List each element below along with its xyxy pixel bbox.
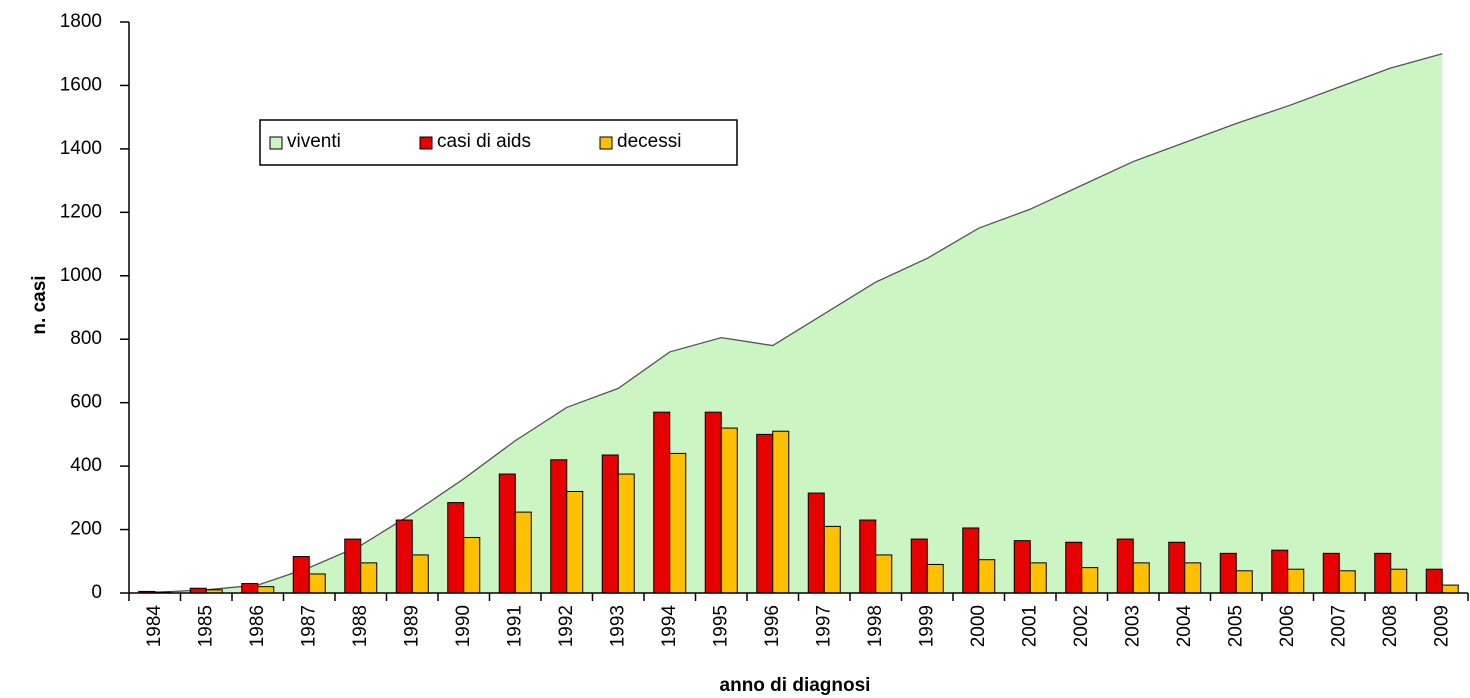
bar xyxy=(1271,549,1289,594)
x-tick-label: 1992 xyxy=(556,605,577,647)
bar xyxy=(498,473,516,594)
x-tick-label: 1986 xyxy=(247,605,268,647)
bar xyxy=(360,562,378,594)
legend-label: decessi xyxy=(617,131,681,152)
y-axis-title: n. casi xyxy=(29,275,50,334)
bar xyxy=(978,559,996,594)
x-tick-label: 2000 xyxy=(968,605,989,647)
y-tick-label: 400 xyxy=(70,455,102,476)
y-tick-label: 1400 xyxy=(60,138,102,159)
bar xyxy=(1374,552,1392,594)
x-tick-label: 2008 xyxy=(1380,605,1401,647)
bar xyxy=(1081,567,1099,594)
bar xyxy=(1425,568,1443,594)
bar xyxy=(344,538,362,594)
x-tick-label: 2005 xyxy=(1225,605,1246,647)
area-line xyxy=(154,53,1443,594)
bar xyxy=(308,573,326,594)
x-tick-label: 1993 xyxy=(607,605,628,647)
bar xyxy=(823,525,841,594)
x-tick-label: 1995 xyxy=(710,605,731,647)
bar xyxy=(514,511,532,594)
y-tick-label: 1600 xyxy=(60,74,102,95)
x-tick-label: 2003 xyxy=(1122,605,1143,647)
x-tick-label: 2001 xyxy=(1019,605,1040,647)
bar xyxy=(1338,570,1356,594)
x-tick-label: 2009 xyxy=(1431,605,1452,647)
area-fill xyxy=(154,53,1443,593)
bar xyxy=(601,454,619,594)
x-tick-label: 1998 xyxy=(865,605,886,647)
bar xyxy=(756,433,774,594)
y-tick-label: 200 xyxy=(70,519,102,540)
bar xyxy=(1184,562,1202,594)
y-tick-label: 0 xyxy=(91,582,102,603)
bar xyxy=(447,502,465,594)
bar xyxy=(1441,584,1459,594)
bar xyxy=(704,411,722,594)
x-tick-label: 2007 xyxy=(1328,605,1349,647)
x-tick-label: 1997 xyxy=(813,605,834,647)
bar xyxy=(257,586,275,594)
legend-label: casi di aids xyxy=(437,131,531,152)
bar xyxy=(653,411,671,594)
x-tick-label: 1999 xyxy=(916,605,937,647)
bar xyxy=(1065,541,1083,594)
y-tick-label: 1000 xyxy=(60,265,102,286)
bar xyxy=(395,519,413,594)
x-tick-label: 1984 xyxy=(144,605,165,648)
x-tick-label: 1996 xyxy=(762,605,783,647)
bar xyxy=(1287,568,1305,594)
x-axis-title: anno di diagnosi xyxy=(720,675,871,696)
bar xyxy=(463,536,481,594)
bar xyxy=(411,554,429,594)
bar xyxy=(720,427,738,594)
bar xyxy=(807,492,825,594)
legend-swatch xyxy=(269,136,283,150)
bar xyxy=(1029,562,1047,594)
bar xyxy=(859,519,877,594)
x-tick-label: 2004 xyxy=(1174,605,1195,648)
bar xyxy=(1390,568,1408,594)
x-tick-label: 1991 xyxy=(504,605,525,647)
x-tick-label: 2002 xyxy=(1071,605,1092,647)
x-tick-label: 1994 xyxy=(659,605,680,648)
legend: viventi casi di aids decessi xyxy=(259,119,738,166)
bar xyxy=(550,459,568,594)
bar xyxy=(962,527,980,594)
bar xyxy=(241,582,259,594)
legend-label: viventi xyxy=(287,131,341,152)
bar xyxy=(1168,541,1186,594)
x-tick-label: 1988 xyxy=(350,605,371,647)
y-tick-label: 1800 xyxy=(60,11,102,32)
bar xyxy=(772,430,790,594)
bar xyxy=(617,473,635,594)
y-tick-label: 600 xyxy=(70,392,102,413)
bar xyxy=(926,563,944,594)
x-tick-label: 1989 xyxy=(401,605,422,647)
x-tick-label: 1990 xyxy=(453,605,474,647)
x-tick-label: 1987 xyxy=(298,605,319,647)
bar xyxy=(1322,552,1340,594)
bar xyxy=(1013,540,1031,594)
bar xyxy=(1116,538,1134,594)
bar xyxy=(669,452,687,594)
x-tick-label: 2006 xyxy=(1277,605,1298,647)
bar xyxy=(1219,552,1237,594)
bar xyxy=(292,556,310,594)
bar xyxy=(875,554,893,594)
bar xyxy=(910,538,928,594)
legend-swatch xyxy=(419,136,433,150)
bar xyxy=(1132,562,1150,594)
x-tick-label: 1985 xyxy=(195,605,216,647)
bar xyxy=(1235,570,1253,594)
bar xyxy=(566,490,584,594)
legend-swatch xyxy=(599,136,613,150)
y-tick-label: 1200 xyxy=(60,201,102,222)
y-tick-label: 800 xyxy=(70,328,102,349)
legend-box xyxy=(259,119,738,166)
